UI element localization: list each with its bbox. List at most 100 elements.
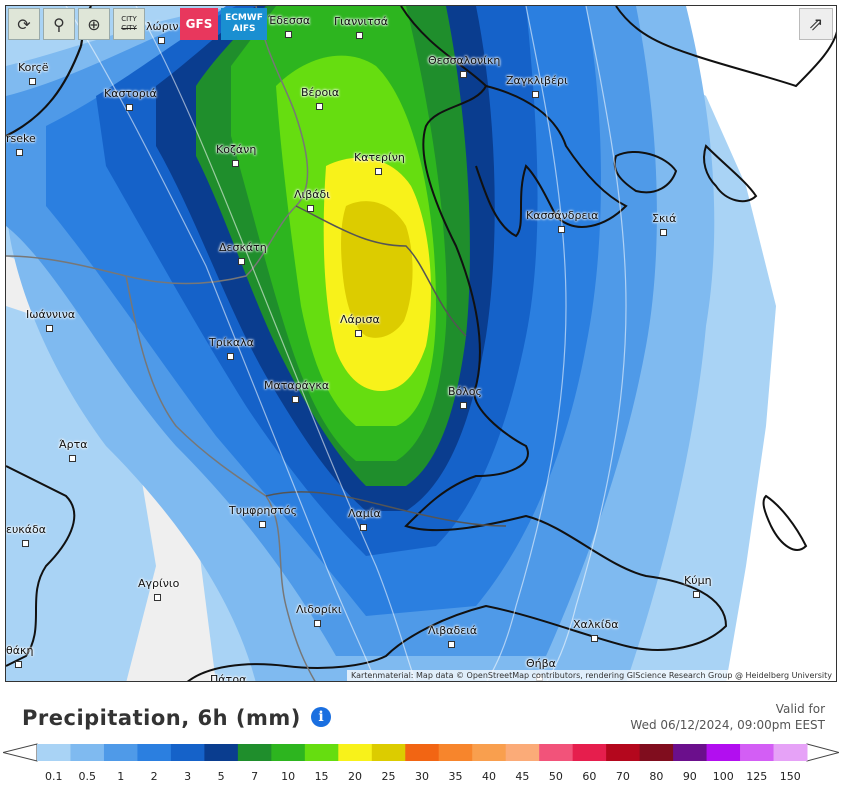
scale-swatch [70, 744, 105, 761]
scale-swatch [271, 744, 306, 761]
scale-tick-label: 50 [548, 770, 563, 783]
city-name: Χαλκίδα [573, 618, 619, 631]
city-name: Καστοριά [104, 87, 157, 100]
city-name: Ματαράγκα [264, 379, 330, 392]
scale-swatch [237, 744, 272, 761]
city-name: Δεσκάτη [219, 241, 267, 254]
city-label: Γιαννιτσά [334, 15, 388, 41]
coastline-west [6, 465, 76, 667]
scale-swatch [438, 744, 473, 761]
valid-label: Valid for [775, 702, 825, 716]
city-name: Korçë [18, 61, 49, 74]
coastline-north [615, 6, 836, 88]
precipitation-map[interactable]: Έδεσσα Γιαννιτσά λώριν Korçë Θεσσαλονίκη Καστ… [5, 5, 837, 682]
coastline-skyros [762, 494, 808, 551]
scale-swatch [673, 744, 708, 761]
city-name: ευκάδα [6, 523, 47, 536]
zoom-icon[interactable]: ⊕ [78, 8, 110, 40]
scale-tick-label: 0.1 [44, 770, 63, 783]
city-name: Λιβάδι [294, 188, 330, 201]
city-marker-icon [314, 619, 322, 627]
model-ecmwf-aifs-button[interactable]: ECMWF AIFS [221, 8, 267, 40]
scale-swatch [338, 744, 373, 761]
city-marker-icon [355, 329, 363, 337]
city-name: Κοζάνη [216, 143, 257, 156]
city-label: λώριν [146, 20, 179, 46]
scale-tick-label: 2 [150, 770, 158, 783]
city-name: Άρτα [59, 438, 88, 451]
city-label: Ιωάννινα [26, 308, 75, 334]
city-label: Βέροια [301, 86, 339, 112]
city-name: Τυμφρηστός [229, 504, 298, 517]
scale-tick-label: 7 [251, 770, 259, 783]
scale-swatch [572, 744, 607, 761]
scale-arrow-right [806, 743, 839, 762]
city-label: Λάρισα [340, 313, 380, 339]
refresh-icon[interactable]: ⟳ [8, 8, 40, 40]
city-label: Αγρίνιο [138, 577, 179, 603]
city-name: Βόλος [448, 385, 482, 398]
city-name: Βέροια [301, 86, 340, 99]
city-marker-icon [16, 148, 24, 156]
city-marker-icon [659, 228, 667, 236]
city-marker-icon [459, 70, 467, 78]
precip-layer-25 [341, 201, 413, 338]
scale-tick-label: 0.5 [78, 770, 96, 783]
region-boundary-3 [295, 205, 467, 337]
city-marker-icon [356, 31, 364, 39]
info-icon[interactable]: i [311, 707, 331, 727]
city-label: Δεσκάτη [219, 241, 267, 267]
city-marker-icon [292, 395, 300, 403]
scale-swatch [37, 744, 71, 761]
city-name: Θήβα [526, 657, 556, 670]
share-icon[interactable]: ⇗ [799, 8, 833, 40]
scale-tick-label: 30 [415, 770, 429, 783]
city-marker-icon [693, 590, 701, 598]
scale-tick-label: 5 [217, 770, 225, 783]
scale-swatch [706, 744, 741, 761]
city-toggle-label: CITY [121, 15, 137, 23]
map-attribution: Kartenmaterial: Map data © OpenStreetMap… [346, 670, 836, 681]
city-marker-icon [557, 225, 565, 233]
city-name: Λιβαδειά [428, 624, 478, 637]
city-name: Ζαγκλιβέρι [506, 74, 568, 87]
city-label: Korçë [18, 61, 49, 87]
city-name: rseke [6, 132, 36, 145]
scale-tick-label: 70 [615, 770, 630, 783]
city-label: Τυμφρηστός [229, 504, 297, 530]
valid-time: Valid for Wed 06/12/2024, 09:00pm EEST [630, 701, 825, 733]
model-gfs-button[interactable]: GFS [180, 8, 218, 40]
city-label: Άρτα [59, 438, 87, 464]
city-toggle-button[interactable]: CITY CITY [113, 8, 145, 40]
scale-tick-label: 80 [649, 770, 664, 783]
scale-swatch [371, 744, 406, 761]
city-marker-icon [359, 523, 367, 531]
city-label: Ζαγκλιβέρι [506, 74, 568, 100]
scale-tick-label: 35 [448, 770, 463, 783]
scale-tick-label: 125 [746, 770, 768, 783]
city-label: Χαλκίδα [573, 618, 618, 644]
scale-swatch [639, 744, 674, 761]
city-label: Κοζάνη [216, 143, 256, 169]
city-name: Κασσάνδρεια [526, 209, 599, 222]
city-name: Πάτρα [210, 673, 247, 682]
city-label: Σκιά [652, 212, 676, 238]
model-ecmwf-label: ECMWF [225, 13, 263, 23]
city-marker-icon [238, 257, 246, 265]
city-marker-icon [231, 159, 239, 167]
coastline-athos [703, 144, 758, 203]
city-marker-icon [448, 640, 456, 648]
location-pin-icon[interactable]: ⚲ [43, 8, 75, 40]
city-name: Αγρίνιο [138, 577, 180, 590]
city-toggle-label-struck: CITY [121, 24, 137, 32]
city-name: Λαμία [348, 507, 381, 520]
city-label: Λιδορίκι [296, 603, 342, 629]
no-precip-area-east [586, 6, 836, 681]
city-label: ευκάδα [6, 523, 46, 549]
city-name: Λιδορίκι [296, 603, 342, 616]
scale-tick-label: 25 [381, 770, 396, 783]
city-label: Ματαράγκα [264, 379, 329, 405]
city-marker-icon [374, 167, 382, 175]
scale-swatch [304, 744, 339, 761]
scale-swatch [472, 744, 507, 761]
